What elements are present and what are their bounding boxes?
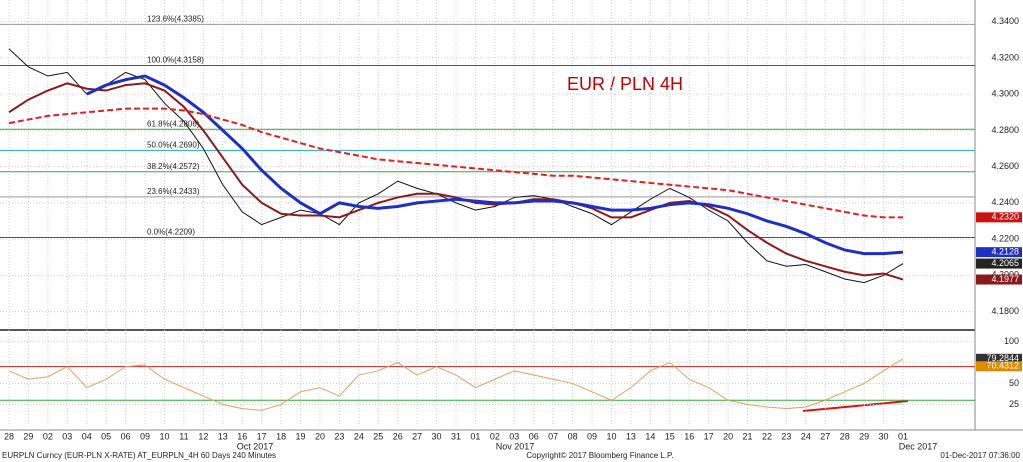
level-label: 100.0%(4.3158) — [147, 56, 204, 65]
footer-right: 01-Dec-2017 07:36:00 — [940, 451, 1020, 460]
x-tick-label: 05 — [101, 431, 111, 441]
x-tick-label: 27 — [412, 431, 422, 441]
x-tick-label: 06 — [121, 431, 131, 441]
y-tick-label: 4.2400 — [991, 197, 1019, 207]
value-tag — [976, 361, 1022, 372]
x-tick-label: 28 — [4, 431, 14, 441]
value-tag — [976, 247, 1022, 258]
value-tag — [976, 274, 1022, 285]
x-tick-label: 19 — [296, 431, 306, 441]
x-tick-label: 06 — [529, 431, 539, 441]
x-tick-label: 29 — [23, 431, 33, 441]
x-tick-label: 01 — [898, 431, 908, 441]
level-label: 61.8%(4.2806) — [147, 119, 200, 128]
x-tick-label: 27 — [820, 431, 830, 441]
y-tick-label: 4.2200 — [991, 233, 1019, 243]
x-tick-label: 18 — [276, 431, 286, 441]
series-line — [86, 74, 904, 256]
x-tick-label: 08 — [568, 431, 578, 441]
value-tag — [976, 353, 1022, 364]
x-tick-label: 31 — [451, 431, 461, 441]
month-label: Dec 2017 — [899, 441, 938, 451]
level-label: 0.0%(4.2209) — [147, 228, 195, 237]
y-tick-label: 4.2800 — [991, 125, 1019, 135]
x-tick-label: 03 — [62, 431, 72, 441]
x-tick-label: 22 — [762, 431, 772, 441]
x-tick-label: 12 — [198, 431, 208, 441]
series-line — [8, 48, 904, 284]
y-tick-label: 100 — [1004, 336, 1019, 346]
x-tick-label: 21 — [743, 431, 753, 441]
x-tick-label: 23 — [781, 431, 791, 441]
x-tick-label: 26 — [393, 431, 403, 441]
value-tag-label: 4.1977 — [991, 274, 1019, 284]
level-label: 23.6%(4.2433) — [147, 187, 200, 196]
x-tick-label: 20 — [723, 431, 733, 441]
x-tick-label: 23 — [334, 431, 344, 441]
x-tick-label: 16 — [237, 431, 247, 441]
series-line — [8, 107, 903, 219]
y-tick-label: 50 — [1009, 378, 1019, 388]
x-tick-label: 17 — [704, 431, 714, 441]
level-label: 50.0%(4.2690) — [147, 140, 200, 149]
x-tick-label: 16 — [684, 431, 694, 441]
footer-center: Copyright© 2017 Bloomberg Finance L.P. — [526, 451, 673, 460]
x-tick-label: 17 — [257, 431, 267, 441]
x-tick-label: 13 — [626, 431, 636, 441]
series-line — [8, 82, 904, 281]
x-tick-label: 24 — [801, 431, 811, 441]
value-tag-label: 4.2128 — [991, 247, 1019, 257]
y-tick-label: 4.3000 — [991, 89, 1019, 99]
value-tag-label: 4.2320 — [991, 212, 1019, 222]
x-tick-label: 15 — [665, 431, 675, 441]
y-tick-label: 25 — [1009, 399, 1019, 409]
x-tick-label: 14 — [645, 431, 655, 441]
y-tick-label: 4.2600 — [991, 161, 1019, 171]
x-tick-label: 25 — [373, 431, 383, 441]
footer-left: EURPLN Curncy (EUR-PLN X-RATE) AT_EURPLN… — [2, 451, 276, 460]
x-tick-label: 28 — [840, 431, 850, 441]
x-tick-label: 07 — [548, 431, 558, 441]
value-tag-label: 79.2844 — [986, 353, 1019, 363]
x-tick-label: 10 — [159, 431, 169, 441]
x-tick-label: 20 — [315, 431, 325, 441]
x-tick-label: 09 — [140, 431, 150, 441]
x-tick-label: 30 — [432, 431, 442, 441]
x-tick-label: 04 — [82, 431, 92, 441]
y-tick-label: 4.3400 — [991, 16, 1019, 26]
value-tag-label: 4.2065 — [991, 258, 1019, 268]
x-tick-label: 30 — [879, 431, 889, 441]
level-label: 38.2%(4.2572) — [147, 162, 200, 171]
x-tick-label: 09 — [587, 431, 597, 441]
chart-title: EUR / PLN 4H — [567, 74, 683, 94]
x-tick-label: 01 — [470, 431, 480, 441]
level-label: 123.6%(4.3385) — [147, 14, 204, 23]
month-label: Nov 2017 — [496, 441, 535, 451]
month-label: Oct 2017 — [237, 441, 274, 451]
y-tick-label: 4.3200 — [991, 52, 1019, 62]
trend-line — [802, 400, 909, 412]
x-tick-label: 02 — [43, 431, 53, 441]
value-tag — [976, 258, 1022, 269]
x-tick-label: 02 — [490, 431, 500, 441]
x-tick-label: 11 — [179, 431, 188, 441]
x-tick-label: 29 — [859, 431, 869, 441]
series-line — [8, 358, 904, 411]
value-tag-label: 70.4312 — [986, 361, 1019, 371]
value-tag — [976, 212, 1022, 223]
x-tick-label: 03 — [509, 431, 519, 441]
x-tick-label: 13 — [218, 431, 228, 441]
x-tick-label: 24 — [354, 431, 364, 441]
y-tick-label: 4.1800 — [991, 306, 1019, 316]
x-tick-label: 10 — [606, 431, 616, 441]
